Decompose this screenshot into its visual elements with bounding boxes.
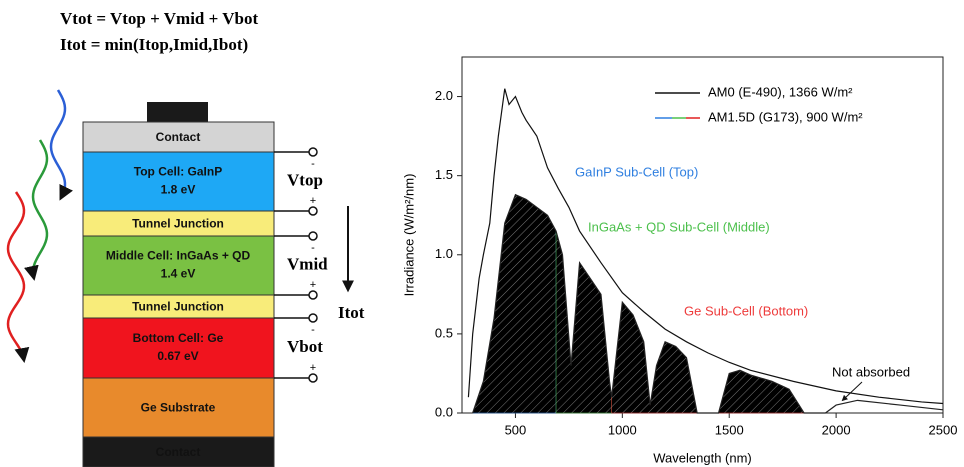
- terminal: [308, 147, 318, 157]
- layer-label: Contact: [156, 445, 201, 459]
- layer-label: Contact: [156, 130, 201, 144]
- region-label: Ge Sub-Cell (Bottom): [684, 303, 808, 318]
- x-tick-label: 500: [505, 422, 527, 437]
- layer: [82, 210, 275, 237]
- terminal: [308, 313, 318, 323]
- sub-cell-region: [611, 301, 805, 414]
- terminal: [308, 231, 318, 241]
- layer-detail: 0.67 eV: [157, 349, 198, 363]
- sign: -: [311, 324, 315, 336]
- cell-diagram: Vtot = Vtop + Vmid + Vbot Itot = min(Itop…: [6, 9, 365, 467]
- region-label: GaInP Sub-Cell (Top): [575, 164, 698, 179]
- y-tick-label: 1.0: [435, 246, 453, 261]
- equation: Vtot = Vtop + Vmid + Vbot: [60, 9, 258, 28]
- layer: [82, 436, 275, 467]
- sub-cell-region: [472, 194, 557, 414]
- annotation-arrow: [841, 381, 863, 402]
- layer-label: Ge Substrate: [141, 401, 216, 415]
- series-line: [467, 88, 944, 405]
- voltage-label: Vmid: [287, 254, 328, 273]
- layer: [82, 121, 275, 153]
- layer: [82, 317, 275, 379]
- y-tick-label: 1.5: [435, 167, 453, 182]
- x-axis-label: Wavelength (nm): [653, 450, 752, 465]
- layer-detail: 1.8 eV: [161, 183, 196, 197]
- layer: [82, 377, 275, 438]
- sign: -: [311, 158, 315, 170]
- x-tick-label: 1500: [715, 422, 744, 437]
- chart: 500 1000 1500 2000 2500 0.0 0.5 1.0 1.5 2.0 Wavele…: [401, 56, 958, 465]
- annotation: Not absorbed: [832, 364, 910, 379]
- y-tick-label: 2.0: [435, 88, 453, 103]
- voltage-label: Vtop: [287, 170, 323, 189]
- legend-label: AM1.5D (G173), 900 W/m²: [708, 109, 863, 124]
- light-ray: [49, 89, 73, 201]
- sign: +: [310, 195, 316, 207]
- layer: [82, 151, 275, 212]
- y-axis-label: Irradiance (W/m²/nm): [401, 174, 416, 297]
- terminal: [308, 290, 318, 300]
- layer-label: Tunnel Junction: [132, 300, 224, 314]
- y-tick-label: 0.0: [435, 404, 453, 419]
- sign: +: [310, 362, 316, 374]
- series-line: [472, 193, 944, 414]
- layer: [82, 235, 275, 296]
- equation: Itot = min(Itop,Imid,Ibot): [60, 35, 248, 54]
- x-tick-label: 2500: [929, 422, 958, 437]
- voltage-label: Vbot: [287, 337, 323, 356]
- layer-label: Tunnel Junction: [132, 217, 224, 231]
- layer-label: Top Cell: GaInP: [134, 165, 222, 179]
- light-ray: [6, 191, 30, 363]
- x-tick-label: 1000: [608, 422, 637, 437]
- contact-tab: [147, 102, 208, 122]
- layer-detail: 1.4 eV: [161, 267, 196, 281]
- current-label: Itot: [338, 303, 365, 322]
- legend-label: AM0 (E-490), 1366 W/m²: [708, 84, 853, 99]
- light-ray: [24, 139, 49, 281]
- layer-label: Middle Cell: InGaAs + QD: [106, 249, 251, 263]
- region-label: InGaAs + QD Sub-Cell (Middle): [588, 219, 770, 234]
- sign: -: [311, 242, 315, 254]
- terminal: [308, 206, 318, 216]
- terminal: [308, 373, 318, 383]
- layer-label: Bottom Cell: Ge: [133, 331, 224, 345]
- y-tick-label: 0.5: [435, 325, 453, 340]
- sign: +: [310, 279, 316, 291]
- x-tick-label: 2000: [822, 422, 851, 437]
